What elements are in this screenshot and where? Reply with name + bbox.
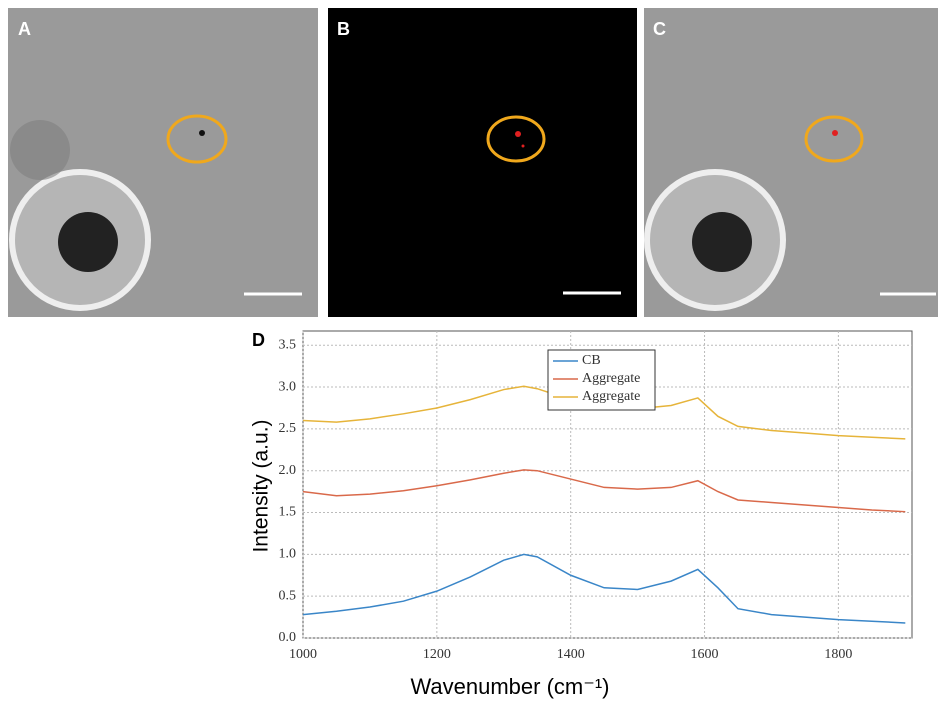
y-tick-label: 2.5	[279, 421, 297, 436]
x-tick-label: 1000	[289, 647, 317, 662]
x-axis-label: Wavenumber (cm⁻¹)	[410, 674, 609, 699]
legend-label: Aggregate	[582, 389, 640, 404]
y-tick-label: 0.5	[279, 588, 297, 603]
panel-label: C	[653, 19, 666, 39]
panel-label: B	[337, 19, 350, 39]
series-line	[302, 469, 906, 513]
x-tick-label: 1800	[824, 647, 852, 662]
panel-label: A	[18, 19, 31, 39]
x-tick-label: 1400	[557, 647, 585, 662]
x-tick-label: 1600	[691, 647, 719, 662]
y-axis-label: Intensity (a.u.)	[250, 419, 273, 552]
x-tick-label: 1200	[423, 647, 451, 662]
legend-box	[547, 349, 656, 411]
series-line	[302, 553, 906, 624]
legend-label: CB	[582, 353, 601, 368]
y-tick-label: 3.5	[279, 337, 297, 352]
y-tick-label: 0.0	[279, 630, 297, 645]
fluorescence-b	[328, 8, 637, 317]
merged-c	[644, 8, 938, 317]
y-tick-label: 1.5	[279, 505, 297, 520]
y-tick-label: 2.0	[279, 463, 297, 478]
micrograph-a	[8, 8, 318, 317]
panel-label: D	[252, 330, 265, 350]
y-tick-label: 3.0	[279, 379, 297, 394]
y-tick-label: 1.0	[279, 547, 297, 562]
legend-label: Aggregate	[582, 371, 640, 386]
